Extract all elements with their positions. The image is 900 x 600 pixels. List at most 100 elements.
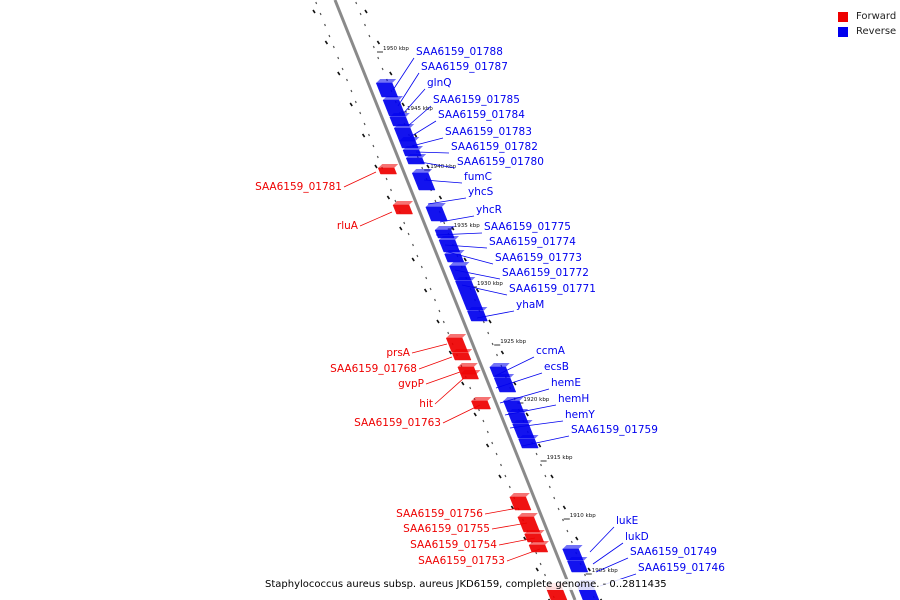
frame-dashes-right-dash — [537, 443, 542, 448]
reverse-gene-label: ccmA — [536, 345, 566, 357]
reverse-gene-label-leader — [392, 57, 415, 91]
forward-gene-block — [392, 204, 413, 215]
tick-layer: 1950 kbp 1945 kbp 1940 kbp 1935 kbp 1930 kbp… — [377, 46, 618, 575]
reverse-gene-block — [411, 172, 436, 191]
frame-dashes-left-dash — [473, 412, 477, 417]
scale-tick-label: 1945 kbp — [407, 106, 433, 112]
outer-dots-left-dot — [535, 551, 538, 555]
forward-gene-label: gvpP — [398, 378, 424, 390]
forward-gene-label: SAA6159_01781 — [255, 181, 342, 193]
outer-dots-left-dot — [495, 452, 498, 456]
scale-tick-label: 1925 kbp — [500, 339, 526, 345]
outer-dots-right-dot — [570, 540, 573, 544]
forward-gene-label: SAA6159_01756 — [396, 508, 483, 520]
frame-dashes-right-dash — [562, 505, 567, 510]
outer-dots-left-dot — [420, 265, 423, 269]
reverse-gene-label: SAA6159_01746 — [638, 562, 725, 574]
reverse-gene-block-cap — [403, 146, 423, 150]
reverse-gene-label-leader — [461, 284, 508, 296]
reverse-gene-block-cap — [467, 307, 488, 311]
frame-dashes-right-dash — [463, 257, 467, 262]
outer-dots-left-dot — [486, 430, 489, 434]
forward-gene-label-leader — [506, 548, 541, 562]
reverse-gene-label-leader — [439, 215, 475, 223]
reverse-gene-block-cap — [562, 545, 583, 549]
frame-dashes-left-dash — [324, 40, 329, 45]
frame-dashes-left-dash — [386, 195, 391, 200]
forward-gene-block-cap — [393, 201, 413, 205]
frame-dashes-left-dash — [399, 226, 403, 231]
forward-gene-label-leader — [359, 211, 393, 227]
outer-dots-left-dot — [385, 177, 388, 181]
reverse-gene-label-leader — [419, 161, 456, 169]
reverse-gene-label: lukE — [616, 515, 638, 527]
reverse-gene-label-leader — [521, 435, 570, 447]
reverse-gene-label: fumC — [464, 171, 492, 183]
reverse-gene-block-cap — [512, 420, 533, 424]
reverse-gene-label: SAA6159_01782 — [451, 141, 538, 153]
forward-gene-block-cap — [446, 334, 467, 338]
forward-gene-label: prsA — [386, 347, 410, 359]
outer-dots-right-dot — [482, 320, 485, 324]
reverse-gene-label: SAA6159_01788 — [416, 46, 503, 58]
outer-dots-right-dot — [421, 166, 424, 170]
reverse-gene-block-cap — [389, 113, 410, 117]
legend: Forward Reverse — [838, 9, 896, 39]
frame-dashes-left-dash — [411, 257, 415, 262]
forward-gene-label-leader — [484, 507, 519, 515]
outer-dots-left-dot — [372, 144, 375, 148]
scale-tick-label: 1905 kbp — [592, 568, 618, 574]
reverse-gene-label: SAA6159_01774 — [489, 236, 576, 248]
reverse-gene-label-leader — [589, 526, 615, 553]
forward-gene-label: SAA6159_01763 — [354, 417, 441, 429]
reverse-gene-label-leader — [423, 179, 463, 184]
reverse-gene-block-cap — [508, 409, 529, 413]
outer-dots-left-dot — [500, 463, 502, 467]
outer-dots-left-dot — [425, 276, 428, 280]
outer-dots-left-dot — [447, 331, 450, 335]
reverse-gene-label-leader — [397, 72, 420, 107]
forward-gene-block-cap — [529, 541, 549, 545]
frame-dashes-right-dash — [413, 133, 418, 138]
forward-gene-label: hit — [419, 398, 433, 410]
forward-gene-label-leader — [491, 522, 528, 530]
reverse-gene-block-cap — [444, 250, 465, 254]
frame-dashes-right-dash — [426, 164, 430, 169]
scale-tick-label: 1940 kbp — [430, 164, 456, 170]
sequence-caption: Staphylococcus aureus subsp. aureus JKD6… — [265, 579, 667, 590]
reverse-gene-block-cap — [489, 363, 510, 367]
reverse-gene-block-cap — [439, 236, 459, 240]
scale-tick-label: 1920 kbp — [523, 397, 549, 403]
forward-gene-label-leader — [343, 171, 377, 188]
frame-dashes-left-dash — [535, 567, 539, 572]
reverse-gene-label-leader — [444, 244, 488, 249]
outer-dots-right-dot — [540, 463, 542, 467]
outer-dots-left-dot — [346, 78, 348, 82]
outer-dots-right-dot — [368, 34, 371, 38]
frame-dashes-left-dash — [337, 71, 341, 76]
reverse-gene-block — [425, 206, 448, 222]
reverse-gene-label: SAA6159_01775 — [484, 221, 571, 233]
outer-dots-left-dot — [359, 111, 362, 115]
outer-dots-right-dot — [544, 474, 547, 478]
frame-dashes-left-dash — [312, 9, 316, 14]
scale-tick-label: 1930 kbp — [477, 281, 503, 287]
frame-dashes-left-dash — [461, 381, 465, 386]
forward-gene-label: rluA — [337, 220, 359, 232]
forward-gene-block-cap — [517, 513, 538, 517]
outer-dots-left-dot — [394, 199, 397, 203]
forward-gene-label-leader — [411, 343, 448, 354]
legend-reverse-label: Reverse — [856, 26, 897, 37]
legend-forward-label: Forward — [856, 11, 897, 22]
forward-gene-block-cap — [457, 363, 478, 367]
reverse-gene-label-leader — [415, 151, 450, 154]
outer-dots-right-dot — [566, 529, 569, 533]
outer-dots-right-dot — [535, 452, 538, 456]
forward-gene-label-leader — [498, 537, 536, 546]
reverse-gene-label: SAA6159_01749 — [630, 546, 717, 558]
reverse-gene-label: ecsB — [544, 361, 569, 373]
scale-tick-label: 1915 kbp — [547, 455, 573, 461]
outer-dots-left-dot — [438, 309, 441, 313]
reverse-gene-label: SAA6159_01780 — [457, 156, 544, 168]
frame-dashes-right-dash — [438, 195, 443, 200]
